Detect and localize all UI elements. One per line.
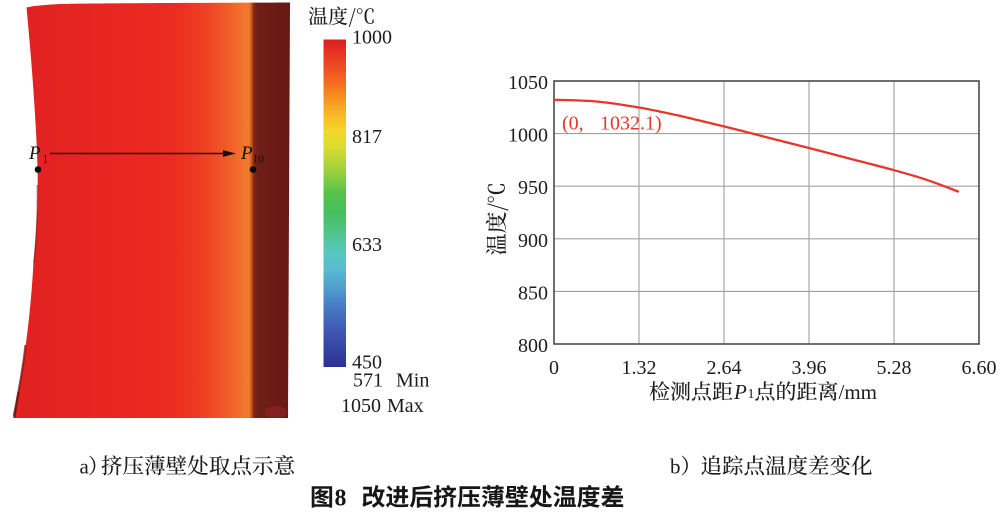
- svg-text:Min: Min: [396, 370, 429, 392]
- svg-text:850: 850: [518, 282, 548, 304]
- svg-text:633: 633: [352, 234, 382, 256]
- svg-text:3.96: 3.96: [792, 357, 827, 379]
- svg-text:0: 0: [549, 357, 559, 379]
- svg-text:a: a: [80, 455, 90, 479]
- svg-text:1: 1: [43, 154, 49, 166]
- svg-text:1000: 1000: [352, 27, 392, 49]
- svg-text:1.32: 1.32: [622, 357, 657, 379]
- svg-text:450: 450: [352, 352, 382, 374]
- svg-text:(0,: (0,: [562, 113, 584, 135]
- svg-text:900: 900: [518, 230, 548, 252]
- svg-text:800: 800: [518, 335, 548, 357]
- svg-text:8: 8: [335, 486, 347, 512]
- svg-text:10: 10: [253, 154, 265, 166]
- svg-text:1: 1: [748, 387, 755, 402]
- svg-text:817: 817: [352, 126, 382, 148]
- svg-text:P: P: [733, 380, 747, 404]
- svg-text:5.28: 5.28: [877, 357, 912, 379]
- svg-text:P: P: [28, 143, 41, 164]
- svg-text:1032.1): 1032.1): [600, 113, 662, 135]
- svg-text:6.60: 6.60: [962, 357, 997, 379]
- svg-text:P: P: [240, 143, 253, 164]
- svg-text:571: 571: [353, 370, 383, 392]
- svg-text:950: 950: [518, 177, 548, 199]
- svg-text:2.64: 2.64: [707, 357, 742, 379]
- svg-text:1000: 1000: [508, 125, 548, 147]
- svg-text:b: b: [670, 455, 681, 479]
- svg-text:Max: Max: [387, 395, 424, 417]
- svg-text:/mm: /mm: [839, 380, 878, 404]
- svg-text:1050: 1050: [341, 395, 381, 417]
- svg-text:1050: 1050: [508, 72, 548, 94]
